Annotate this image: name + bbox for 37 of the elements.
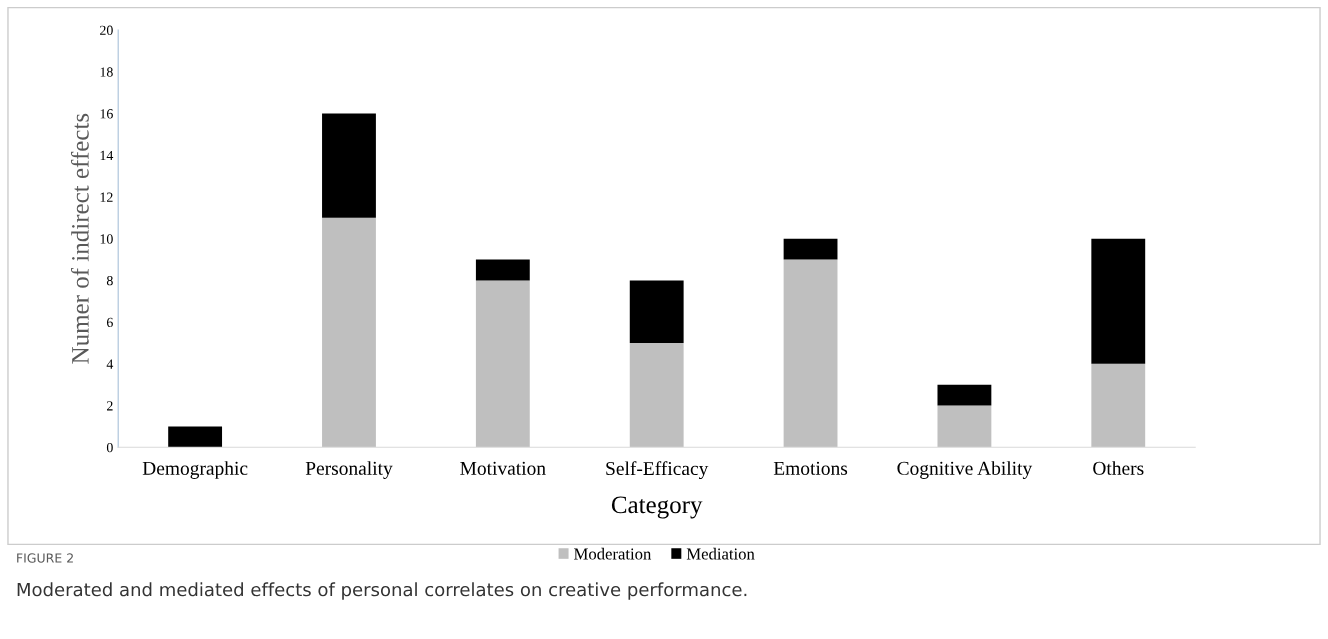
y-tick-label: 8: [106, 275, 113, 286]
y-tick-label: 4: [106, 359, 114, 369]
y-tick-label: 16: [100, 109, 113, 119]
y-tick-label: 0: [106, 442, 113, 453]
y-tick-label: 2: [107, 401, 113, 411]
x-tick-label: Self-Efficacy: [606, 461, 709, 480]
bar: [1091, 238, 1146, 364]
x-tick-label: Demographic: [142, 461, 248, 479]
y-axis-title: Numer of indirect effects: [70, 113, 89, 364]
legend-label: Moderation: [574, 547, 652, 560]
text: Moderated and mediated effects of personal correlates on creative performance.: [17, 582, 747, 600]
bar: [1091, 363, 1146, 448]
x-tick-label: Cognitive Ability: [897, 461, 1033, 479]
x-tick-label: Motivation: [460, 461, 546, 475]
bar: [783, 259, 838, 448]
y-tick-label: 20: [100, 25, 113, 35]
y-tick-label: 14: [100, 150, 114, 161]
x-tick-label: Others: [1093, 461, 1144, 475]
bar: [475, 259, 530, 281]
bar: [629, 342, 684, 448]
y-tick-label: 12: [100, 192, 113, 202]
bar: [322, 113, 376, 218]
x-tick-label: Emotions: [773, 461, 848, 475]
bar: [629, 280, 684, 343]
bar: [475, 280, 530, 448]
caption: FIGURE 2: [17, 553, 73, 563]
bar: [322, 217, 376, 448]
x-axis-title: Category: [611, 496, 703, 519]
y-tick-label: 6: [106, 317, 113, 328]
bar: [168, 426, 223, 448]
y-tick-label: 10: [100, 234, 113, 244]
bar: [937, 384, 992, 406]
legend-label: Mediation: [686, 547, 755, 560]
x-tick-label: Personality: [305, 461, 393, 479]
bar: [937, 405, 992, 448]
bar: [783, 238, 838, 260]
y-tick-label: 18: [100, 67, 113, 77]
